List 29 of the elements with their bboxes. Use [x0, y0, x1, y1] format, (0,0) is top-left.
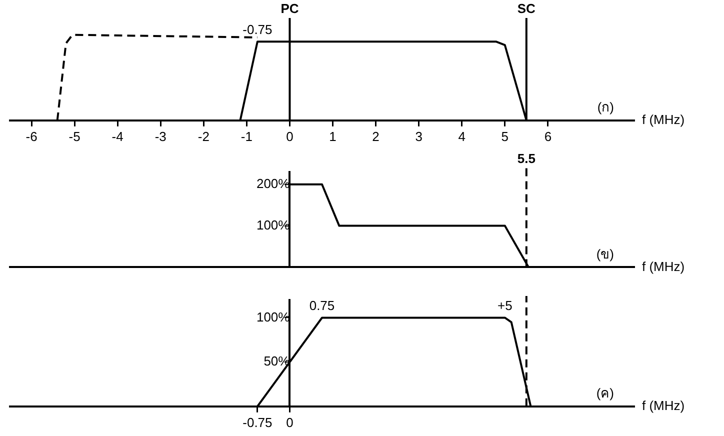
x-tick-label: -3 — [154, 128, 166, 144]
x-tick-label: 1 — [329, 128, 336, 144]
y-tick-label: 100% — [256, 309, 290, 324]
x-tick-label: -6 — [26, 128, 38, 144]
annotation: -0.75 — [242, 22, 272, 37]
x-axis-title: f (MHz) — [642, 112, 685, 127]
x-tick-label: -1 — [240, 128, 252, 144]
x-tick-label: 2 — [372, 128, 380, 144]
x-axis-title: f (MHz) — [642, 398, 685, 413]
x-tick-label: 0 — [286, 128, 294, 144]
x-tick-label: -2 — [198, 128, 210, 144]
ref-line-label: SC — [517, 1, 536, 16]
y-tick-label: 100% — [256, 217, 290, 232]
x-tick-label: 5 — [501, 128, 509, 144]
x-tick-label: -4 — [112, 128, 124, 144]
x-axis-title: f (MHz) — [642, 258, 685, 274]
annotation: +5 — [497, 298, 512, 313]
x-tick-label: 4 — [458, 128, 466, 144]
annotation: (ก) — [597, 99, 614, 114]
x-tick-label: 6 — [544, 128, 552, 144]
x-tick-label: 0 — [286, 414, 294, 430]
annotation: 0.75 — [309, 298, 335, 313]
y-tick-label: 200% — [256, 176, 290, 191]
x-tick-label: -5 — [68, 128, 80, 144]
x-tick-label: 3 — [415, 128, 422, 144]
annotation: (ค) — [596, 385, 614, 400]
ref-line-label: 5.5 — [517, 151, 536, 166]
ref-line-label: PC — [280, 1, 300, 16]
annotation: (ข) — [596, 246, 614, 262]
